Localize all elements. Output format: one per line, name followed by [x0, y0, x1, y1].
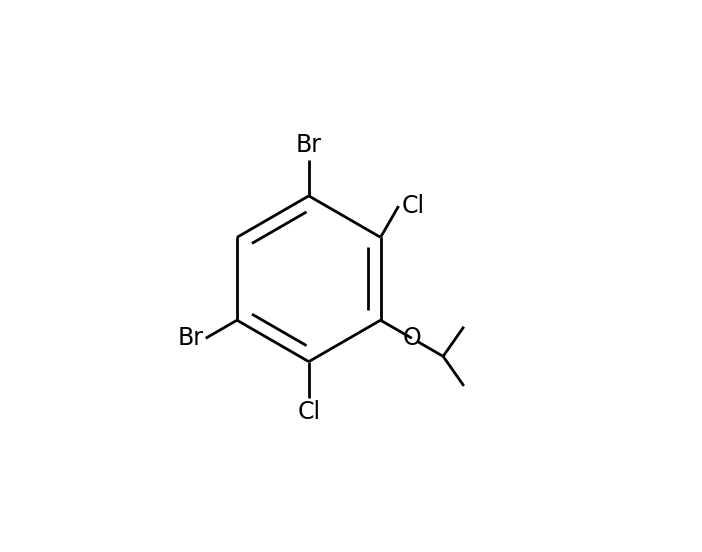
- Text: Br: Br: [177, 326, 203, 351]
- Text: Cl: Cl: [297, 400, 320, 424]
- Text: Cl: Cl: [401, 194, 424, 218]
- Text: O: O: [402, 326, 421, 351]
- Text: Br: Br: [296, 133, 322, 157]
